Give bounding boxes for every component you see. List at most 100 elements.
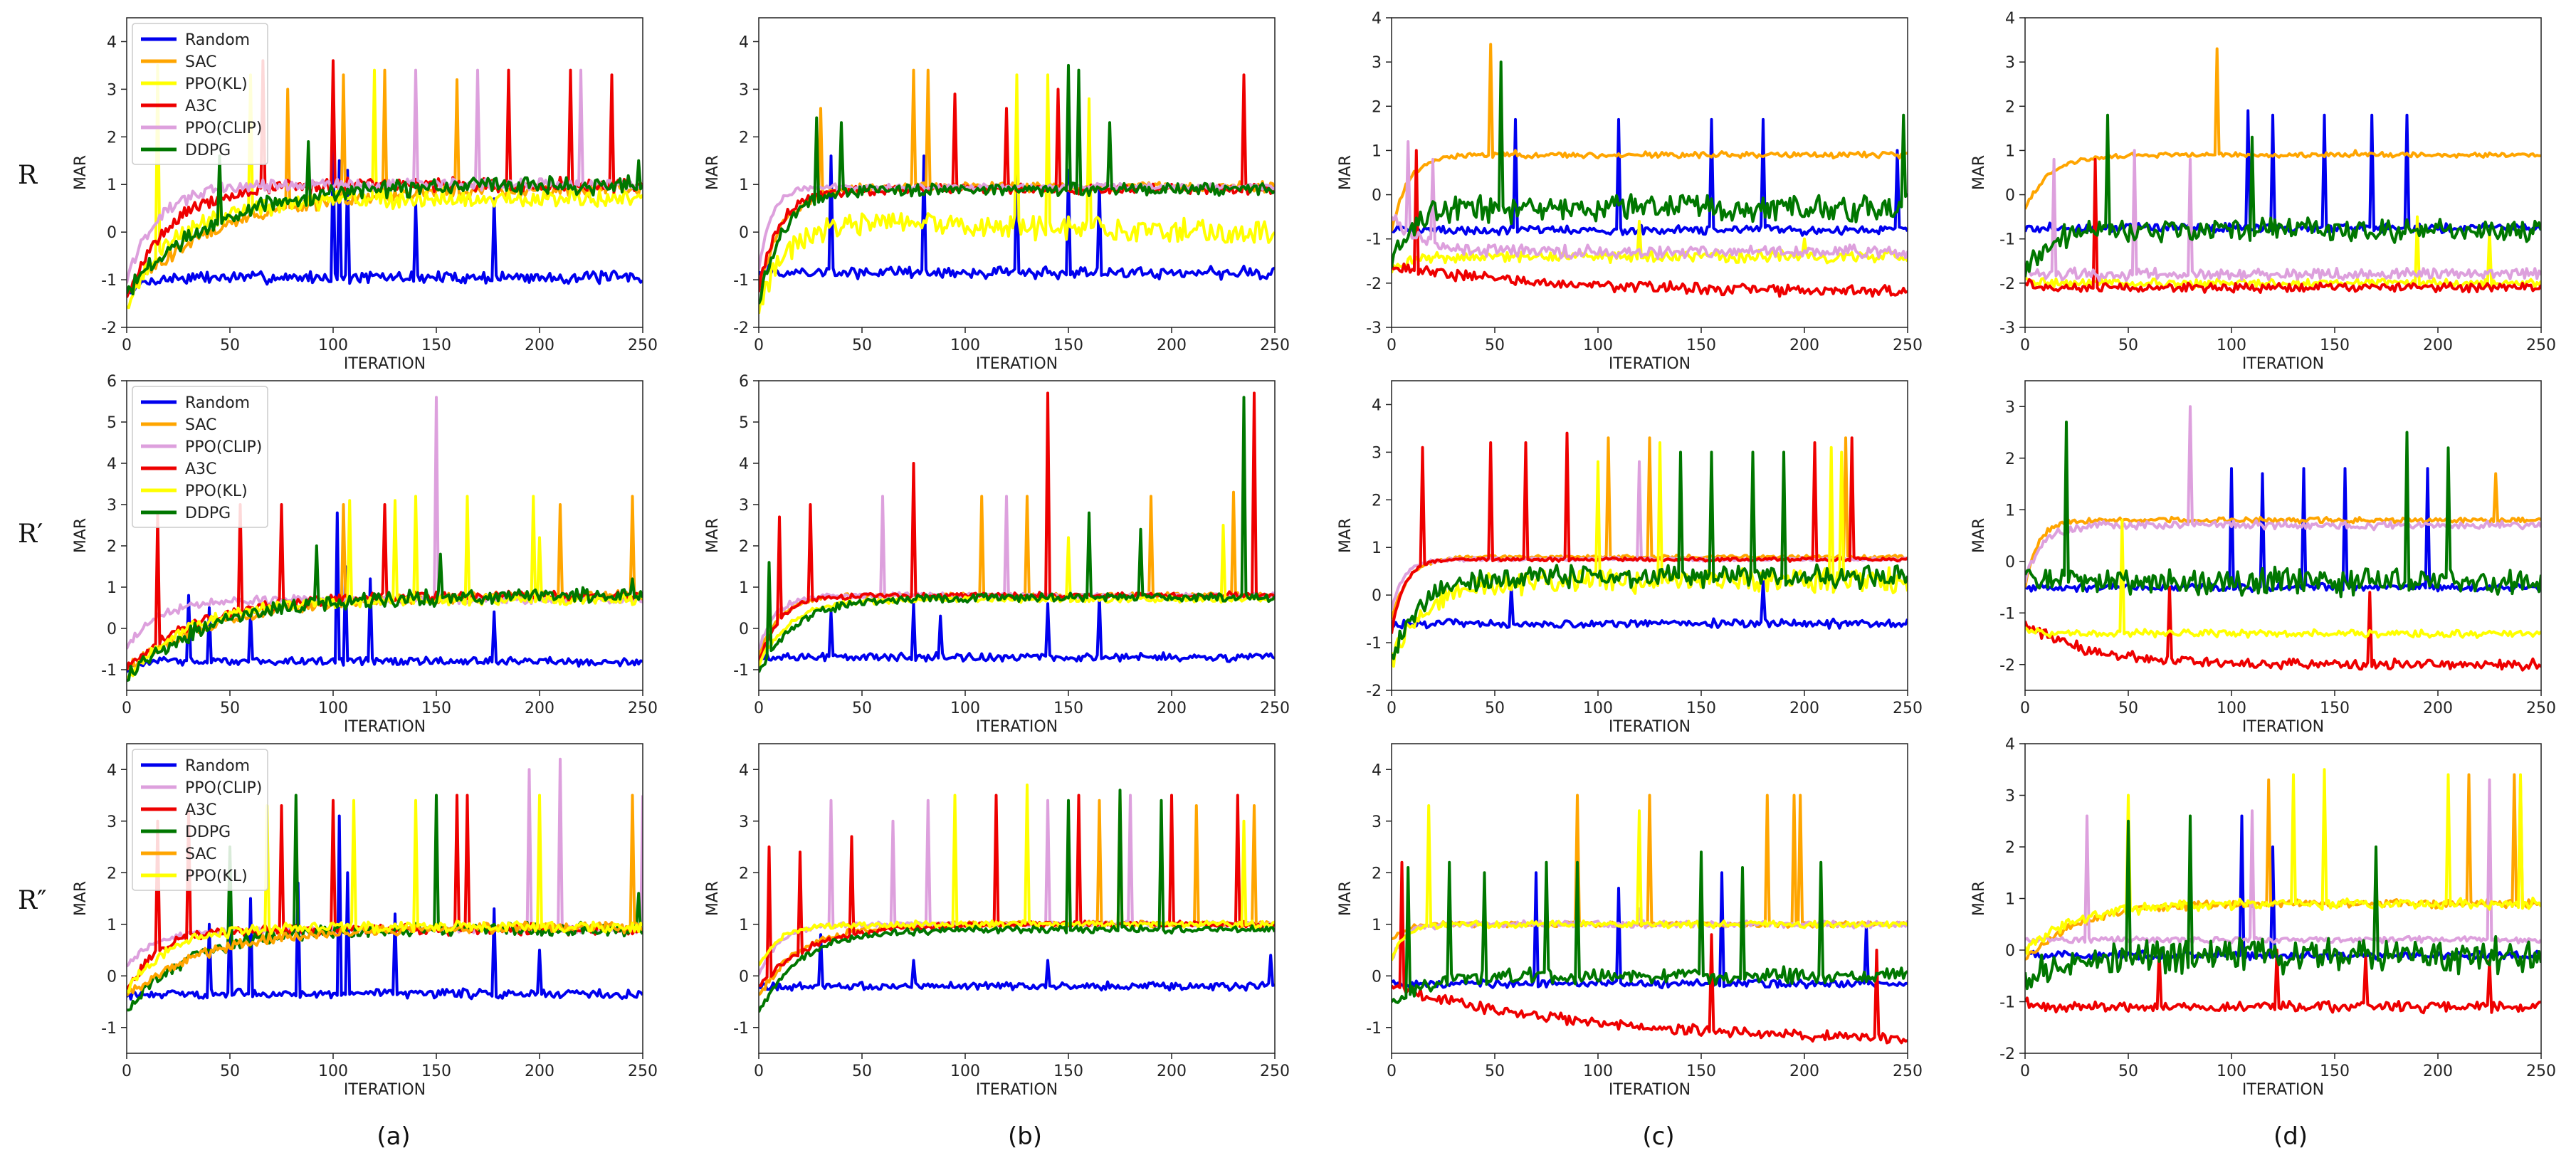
panel-r0c3-line-sac bbox=[2025, 47, 2541, 210]
panel-r2c1-line-ddpg bbox=[759, 789, 1275, 1013]
panel-r2c1-xtick-label: 200 bbox=[1157, 1063, 1187, 1080]
panel-r1c1-frame bbox=[758, 380, 1276, 691]
panel-r1c3-ytick-label: 2 bbox=[2005, 450, 2015, 468]
panel-r2c1-frame bbox=[758, 743, 1276, 1054]
column-label-a: (a) bbox=[377, 1122, 410, 1151]
panel-r1c3-frame bbox=[2024, 380, 2542, 691]
panel-r0c0-ytick-label: -1 bbox=[101, 272, 117, 290]
panel-r1c1-xtick-label: 150 bbox=[1053, 700, 1083, 717]
panel-r2c3-ytick-label: 1 bbox=[2005, 891, 2015, 909]
panel-r2c2-line-random bbox=[1392, 871, 1908, 990]
panel-r1c3-ytick-label: -1 bbox=[1999, 605, 2015, 623]
panel-r1c1-xtick-label: 250 bbox=[1260, 700, 1290, 717]
panel-r0c3-line-random bbox=[2025, 109, 2541, 235]
panel-r2c0-ytick-label: 3 bbox=[107, 813, 117, 831]
panel-r0c1-series bbox=[759, 63, 1275, 315]
panel-r0c2: -3 -2 -1 0 1 2 3 4 0 50 100 150 200 250 ITERATION MAR bbox=[1337, 10, 1923, 373]
panel-r1c2-ytick-label: 2 bbox=[1372, 492, 1382, 510]
panel-r2c0-ytick-label: 2 bbox=[107, 865, 117, 882]
panel-r0c1-ytick-label: -1 bbox=[733, 272, 749, 290]
panel-r0c2-ytick-label: -3 bbox=[1366, 320, 1382, 337]
panel-r1c0-line-ddpg bbox=[127, 544, 643, 682]
labels-layer: R R′ R″ (a) (b) (c) (d) bbox=[18, 161, 2308, 1151]
panel-r2c0-ytick-label: 1 bbox=[107, 917, 117, 934]
panel-r2c0-legend: Random PPO(CLIP) A3C DDPG SAC PPO(KL) bbox=[132, 749, 268, 891]
panel-r1c1-ytick-label: 0 bbox=[739, 621, 749, 638]
panel-r1c1-ytick-label: 4 bbox=[739, 455, 749, 473]
panel-r2c1-line-sac bbox=[759, 799, 1275, 996]
panel-r0c1-line-ddpg bbox=[759, 63, 1275, 305]
panel-r1c2-xtick-label: 200 bbox=[1789, 700, 1819, 717]
panel-r2c3-ytick-label: 0 bbox=[2005, 942, 2015, 960]
panel-r2c0-legend-label-ppo-clip: PPO(CLIP) bbox=[185, 779, 262, 797]
panel-r0c2-line-ppo-clip bbox=[1392, 140, 1908, 260]
panel-r2c2-series bbox=[1392, 794, 1908, 1045]
panel-r0c2-xlabel: ITERATION bbox=[1609, 355, 1691, 373]
panel-r0c1-ytick-label: 2 bbox=[739, 129, 749, 147]
panel-r0c0-ytick-label: 4 bbox=[107, 33, 117, 51]
panel-r2c3-line-ddpg bbox=[2025, 814, 2541, 991]
row-label-r-double-prime: R″ bbox=[18, 886, 47, 915]
panel-r0c3-ytick-label: 2 bbox=[2005, 98, 2015, 116]
panel-r1c0-xlabel: ITERATION bbox=[344, 718, 426, 736]
panel-r2c0-xtick-label: 150 bbox=[421, 1063, 451, 1080]
panel-r1c2-ytick-label: 0 bbox=[1372, 587, 1382, 605]
panel-r1c0-legend-label-ppo-clip: PPO(CLIP) bbox=[185, 438, 262, 456]
panel-r2c0-legend-label-a3c: A3C bbox=[185, 801, 216, 819]
panel-r0c2-series bbox=[1392, 43, 1908, 298]
panel-r0c3-xtick-label: 100 bbox=[2217, 337, 2246, 354]
panel-r2c1-ytick-label: 2 bbox=[739, 865, 749, 882]
panel-r1c3-line-ppo-kl bbox=[2025, 518, 2541, 639]
panel-r1c3-xtick-label: 0 bbox=[2020, 700, 2030, 717]
panel-r0c3-xtick-label: 150 bbox=[2320, 337, 2350, 354]
panel-r0c2-line-a3c bbox=[1392, 149, 1908, 298]
panel-r1c1-xtick-label: 200 bbox=[1157, 700, 1187, 717]
panel-r2c1-ytick-label: 3 bbox=[739, 813, 749, 831]
panel-r2c1-ytick-label: 1 bbox=[739, 917, 749, 934]
panel-r1c0-frame bbox=[126, 380, 643, 691]
panel-r0c2-line-random bbox=[1392, 117, 1908, 237]
panel-r1c3-line-sac bbox=[2025, 472, 2541, 588]
panel-r2c1-ytick-label: -1 bbox=[733, 1020, 749, 1038]
panel-r2c2-xtick-label: 100 bbox=[1583, 1063, 1613, 1080]
panel-r0c0-ylabel: MAR bbox=[72, 155, 90, 190]
panel-r0c0-line-ppo-kl bbox=[127, 63, 643, 310]
panel-r2c1-ylabel: MAR bbox=[704, 881, 722, 916]
panel-r0c3-frame bbox=[2024, 17, 2542, 328]
panel-r0c0-legend-label-ddpg: DDPG bbox=[185, 142, 231, 159]
panel-r2c0-ytick-label: 4 bbox=[107, 761, 117, 779]
panel-r1c0-ylabel: MAR bbox=[72, 518, 90, 553]
panel-r0c2-xtick-label: 150 bbox=[1686, 337, 1716, 354]
panel-r0c2-frame bbox=[1391, 17, 1908, 328]
panel-r0c1-xtick-label: 150 bbox=[1053, 337, 1083, 354]
panel-r1c0: -1 0 1 2 3 4 5 6 0 50 100 150 200 250 ITERATION MAR Rand… bbox=[72, 373, 658, 736]
panel-r1c3: -2 -1 0 1 2 3 0 50 100 150 200 250 ITERATION MAR bbox=[1970, 380, 2556, 736]
panel-r2c1-xtick-label: 250 bbox=[1260, 1063, 1290, 1080]
panel-r2c1-series bbox=[759, 784, 1275, 1013]
panel-r1c1-line-random bbox=[759, 594, 1275, 663]
panel-r0c3-ytick-label: 1 bbox=[2005, 142, 2015, 160]
panel-r0c3-ytick-label: -1 bbox=[1999, 231, 2015, 249]
panel-r0c2-xtick-label: 250 bbox=[1893, 337, 1923, 354]
panel-r2c0-line-random bbox=[127, 814, 643, 1001]
panel-r2c0-xtick-label: 0 bbox=[122, 1063, 132, 1080]
panel-r0c1-line-ppo-clip bbox=[759, 181, 1275, 270]
panel-r0c0-legend-label-random: Random bbox=[185, 31, 250, 49]
panel-r2c3-xtick-label: 50 bbox=[2118, 1063, 2138, 1080]
panel-r1c0-legend: Random SAC PPO(CLIP) A3C PPO(KL) DDPG bbox=[132, 386, 268, 528]
panel-r0c3-xtick-label: 0 bbox=[2020, 337, 2030, 354]
panel-r2c0-legend-label-ddpg: DDPG bbox=[185, 823, 231, 841]
panel-r2c2-xtick-label: 0 bbox=[1387, 1063, 1397, 1080]
panel-r0c3-line-ppo-kl bbox=[2025, 215, 2541, 290]
panel-r2c2-ytick-label: 2 bbox=[1372, 865, 1382, 882]
panel-r1c0-ytick-label: -1 bbox=[101, 662, 117, 680]
panel-r0c3-ytick-label: 0 bbox=[2005, 187, 2015, 205]
panel-r0c3-xlabel: ITERATION bbox=[2242, 355, 2324, 373]
panel-r2c1-ytick-label: 4 bbox=[739, 761, 749, 779]
panel-r0c2-ytick-label: 2 bbox=[1372, 98, 1382, 116]
panel-r1c2-ytick-label: 4 bbox=[1372, 396, 1382, 414]
panel-r0c2-xtick-label: 100 bbox=[1583, 337, 1613, 354]
panel-r2c0-xtick-label: 250 bbox=[628, 1063, 658, 1080]
panel-r1c2-xtick-label: 150 bbox=[1686, 700, 1716, 717]
